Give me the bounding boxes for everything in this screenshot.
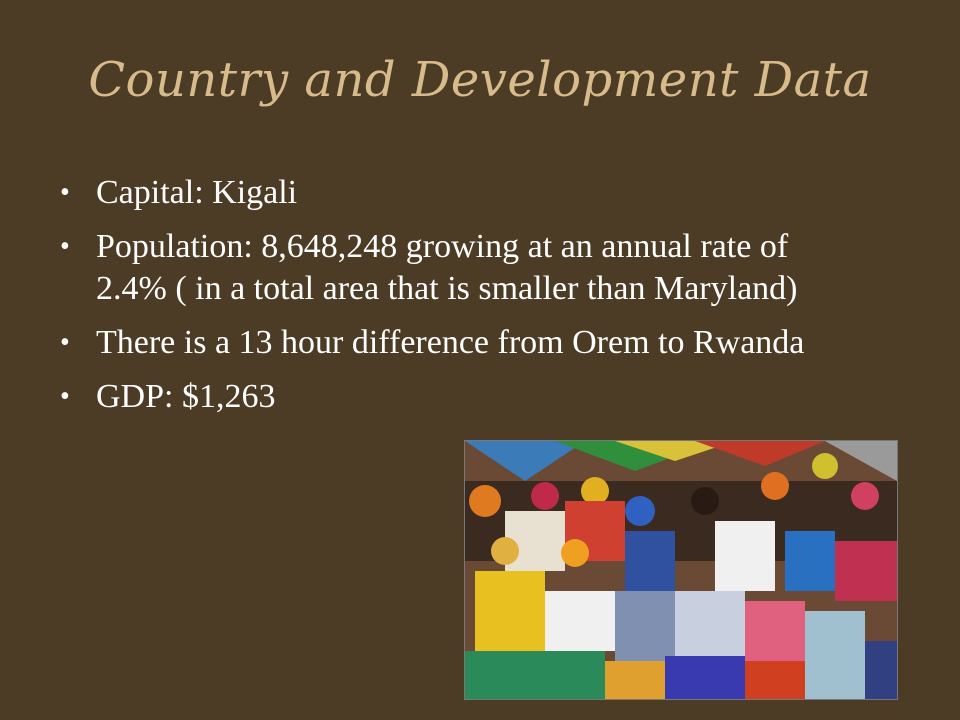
bullet: Capital: Kigali <box>56 172 866 214</box>
bullet: Population: 8,648,248 growing at an annu… <box>56 226 866 310</box>
bullet-list: Capital: Kigali Population: 8,648,248 gr… <box>56 172 866 430</box>
bullet: GDP: $1,263 <box>56 376 866 418</box>
slide-title: Country and Development Data <box>88 52 872 108</box>
bullet: There is a 13 hour difference from Orem … <box>56 322 866 364</box>
crowd-photo <box>464 440 898 700</box>
